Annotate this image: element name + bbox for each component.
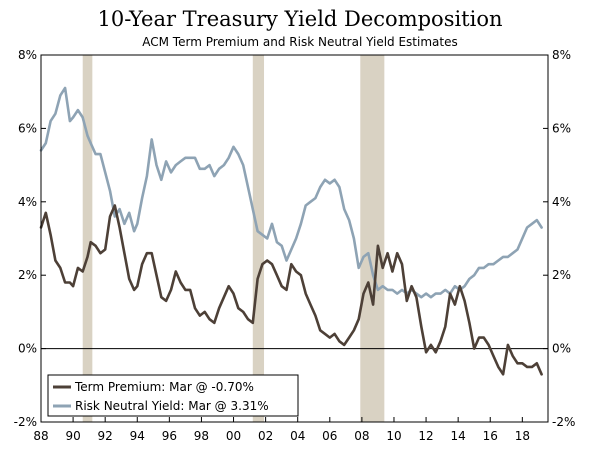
x-tick-label: 08 xyxy=(354,429,369,443)
axis-ticks: -2% -2% 0% 0% 2% 2% 4% 4% 6% 6% 8% 8% 88 90 92 94 96 98 00… xyxy=(14,48,576,443)
series-line-risk-neutral xyxy=(39,86,543,299)
y-tick-label-right: 6% xyxy=(552,121,571,135)
x-tick-label: 18 xyxy=(515,429,530,443)
x-tick-label: 16 xyxy=(483,429,498,443)
x-tick-label: 14 xyxy=(451,429,466,443)
chart-subtitle: ACM Term Premium and Risk Neutral Yield … xyxy=(142,35,457,49)
plot-frame xyxy=(40,54,549,423)
x-tick-label: 10 xyxy=(386,429,401,443)
x-tick-label: 12 xyxy=(418,429,433,443)
x-tick-label: 98 xyxy=(194,429,209,443)
y-tick-label-left: 8% xyxy=(18,48,37,62)
recession-band-1 xyxy=(252,55,265,422)
y-tick-label-left: 2% xyxy=(18,268,37,282)
recession-band-0 xyxy=(82,55,93,422)
y-tick-label-left: 4% xyxy=(18,195,37,209)
y-tick-label-right: 8% xyxy=(552,48,571,62)
x-tick-label: 06 xyxy=(322,429,337,443)
y-tick-label-right: 4% xyxy=(552,195,571,209)
x-tick-label: 90 xyxy=(65,429,80,443)
x-tick-label: 96 xyxy=(162,429,177,443)
x-tick-label: 02 xyxy=(258,429,273,443)
y-tick-label-right: 0% xyxy=(552,342,571,356)
x-tick-label: 00 xyxy=(226,429,241,443)
recession-bands xyxy=(82,55,385,422)
y-tick-label-left: 6% xyxy=(18,121,37,135)
legend-box xyxy=(47,374,299,417)
x-tick-label: 94 xyxy=(130,429,145,443)
x-tick-label: 92 xyxy=(98,429,113,443)
recession-band-2 xyxy=(360,55,385,422)
y-tick-label-left: -2% xyxy=(14,415,37,429)
legend: Term Premium: Mar @ -0.70% Risk Neutral … xyxy=(47,374,299,417)
series-lines xyxy=(39,86,543,376)
x-tick-label: 88 xyxy=(33,429,48,443)
y-tick-label-right: -2% xyxy=(552,415,575,429)
y-tick-label-right: 2% xyxy=(552,268,571,282)
x-tick-label: 04 xyxy=(290,429,305,443)
legend-label-risk-neutral: Risk Neutral Yield: Mar @ 3.31% xyxy=(75,399,269,413)
chart-title: 10-Year Treasury Yield Decomposition xyxy=(97,7,502,31)
series-line-term-premium xyxy=(39,204,543,376)
y-tick-label-left: 0% xyxy=(18,342,37,356)
legend-label-term-premium: Term Premium: Mar @ -0.70% xyxy=(74,380,254,394)
